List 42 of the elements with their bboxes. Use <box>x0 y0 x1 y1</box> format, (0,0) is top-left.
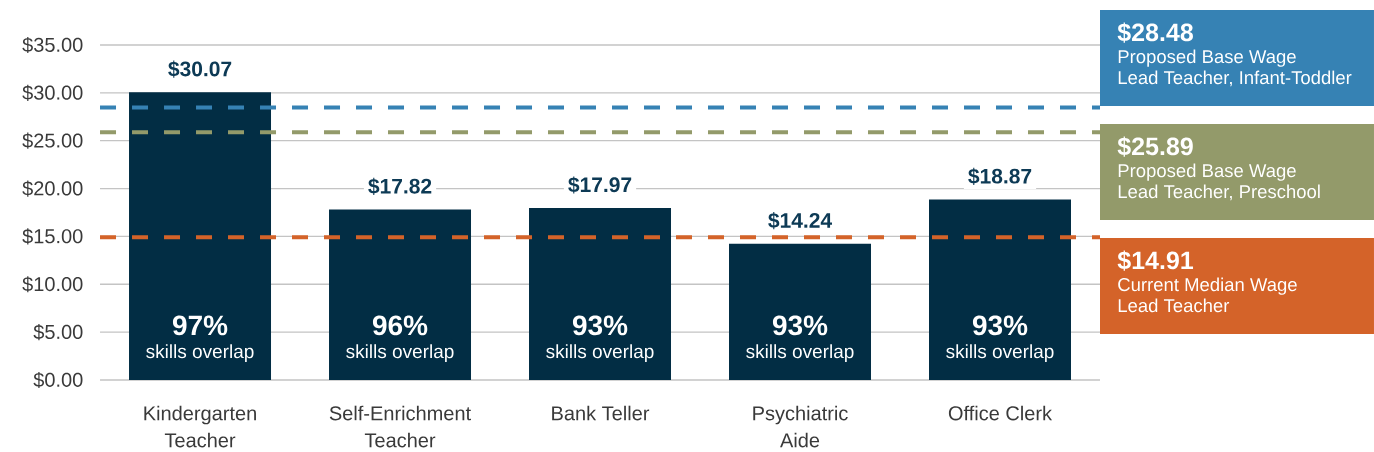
annotation: 93% <box>772 315 828 336</box>
y-tick-label: $15.00 <box>22 228 83 245</box>
y-tick-label: $35.00 <box>22 36 83 54</box>
text: Lead Teacher, Infant-Toddler <box>1118 70 1352 87</box>
x-tick-label: Self-Enrichment Teacher <box>329 405 471 448</box>
annotation: skills overlap <box>746 344 854 362</box>
y-tick-label: $0.00 <box>33 371 83 389</box>
bar <box>529 207 672 380</box>
data-label: $30.07 <box>168 60 232 78</box>
text: Proposed Base Wage <box>1118 49 1296 67</box>
bar <box>729 243 871 380</box>
bar <box>929 199 1071 380</box>
data-label: $18.87 <box>968 167 1032 185</box>
y-tick-label: $5.00 <box>33 324 83 341</box>
annotation: skills overlap <box>146 344 254 362</box>
bar <box>329 209 472 380</box>
y-tick-label: $30.00 <box>22 84 83 101</box>
annotation: skills overlap <box>946 344 1054 362</box>
ref-line-label: $28.48 <box>1117 22 1193 43</box>
y-tick-label: $20.00 <box>22 180 83 197</box>
annotation: 93% <box>572 315 628 336</box>
text: Current Median Wage <box>1118 277 1297 295</box>
data-label: $17.97 <box>568 176 632 194</box>
annotation: skills overlap <box>546 344 654 362</box>
bar <box>129 92 272 380</box>
annotation: 96% <box>372 315 428 336</box>
text: Lead Teacher <box>1118 298 1230 313</box>
text: Proposed Base Wage <box>1118 163 1296 181</box>
ref-line-label: $25.89 <box>1117 136 1193 157</box>
annotation: skills overlap <box>346 344 454 362</box>
text: Lead Teacher, Preschool <box>1118 184 1320 201</box>
data-label: $17.82 <box>368 177 432 195</box>
y-tick-label: $25.00 <box>22 132 83 149</box>
ref-line-label: $14.91 <box>1117 250 1194 271</box>
y-tick-label: $10.00 <box>22 276 83 293</box>
annotation: 97% <box>172 315 228 336</box>
x-tick-label: Psychiatric Aide <box>753 405 848 448</box>
x-tick-label: Bank Teller <box>552 405 650 421</box>
data-label: $14.24 <box>768 212 832 230</box>
x-tick-label: Kindergarten Teacher <box>144 405 256 448</box>
annotation: 93% <box>972 315 1028 336</box>
x-tick-label: Office Clerk <box>948 405 1053 421</box>
